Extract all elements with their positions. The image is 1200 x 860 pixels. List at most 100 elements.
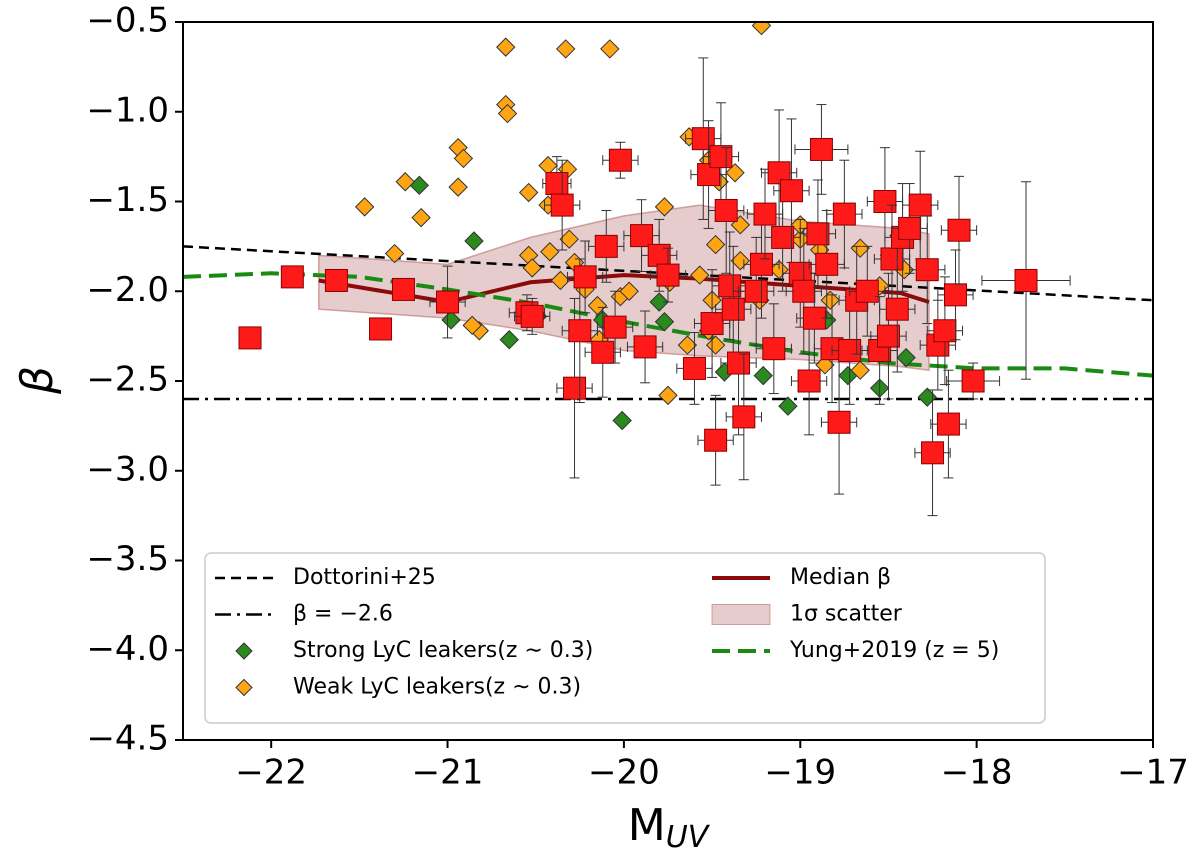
diamond-marker xyxy=(654,197,675,217)
square-marker xyxy=(880,247,904,271)
square-marker xyxy=(797,369,821,393)
diamond-marker xyxy=(769,260,789,280)
square-marker xyxy=(709,145,733,169)
square-marker xyxy=(704,428,728,452)
diamond-marker xyxy=(725,163,745,183)
square-marker xyxy=(832,202,856,226)
diamond-marker xyxy=(619,281,639,301)
y-tick-label: −4.0 xyxy=(86,629,169,669)
diamond-marker xyxy=(462,315,482,336)
square-marker xyxy=(436,290,460,314)
diamond-marker xyxy=(556,39,576,59)
legend-swatch xyxy=(235,678,253,697)
diamond-marker xyxy=(751,22,772,36)
diamond-marker xyxy=(654,312,675,332)
diamond-marker xyxy=(496,37,516,57)
legend-box xyxy=(204,552,1046,724)
diamond-marker xyxy=(384,243,405,264)
diamond-marker xyxy=(453,148,474,169)
diamond-marker xyxy=(411,207,431,228)
x-tick-label: −18 xyxy=(941,753,1013,793)
y-axis-label: β xyxy=(12,366,63,395)
x-axis-label-sub: UV xyxy=(666,820,711,855)
legend-label: β = −2.6 xyxy=(293,602,393,627)
diamond-marker xyxy=(395,172,415,192)
x-axis-label-main: M xyxy=(628,800,666,851)
x-tick-label: −17 xyxy=(1117,753,1189,793)
legend-label: Median β xyxy=(790,565,891,590)
x-tick-label: −22 xyxy=(235,753,307,793)
legend-swatch xyxy=(235,642,253,660)
square-marker xyxy=(961,369,985,393)
diamond-marker xyxy=(587,295,608,316)
diamond-marker xyxy=(658,385,678,406)
diamond-marker xyxy=(850,360,870,380)
square-marker xyxy=(873,190,897,213)
diamond-marker xyxy=(896,347,916,368)
diamond-marker xyxy=(690,265,710,285)
y-tick-label: −1.0 xyxy=(86,90,169,130)
diamond-marker xyxy=(753,365,773,386)
diamond-marker xyxy=(649,292,669,312)
square-marker xyxy=(718,274,742,298)
square-marker xyxy=(700,312,724,336)
square-marker xyxy=(391,277,415,301)
square-marker xyxy=(608,148,632,172)
legend-label: Weak LyC leakers(z ∼ 0.3) xyxy=(293,675,581,700)
diamond-marker xyxy=(354,197,375,217)
diamond-marker xyxy=(705,335,726,355)
square-marker xyxy=(563,376,587,400)
y-tick-label: −4.5 xyxy=(86,719,169,759)
diamond-marker xyxy=(677,335,698,355)
legend-label: Yung+2019 (z = 5) xyxy=(789,638,999,663)
square-marker xyxy=(915,258,939,282)
square-marker xyxy=(838,338,862,362)
diamond-marker xyxy=(540,242,560,262)
y-tick-label: −0.5 xyxy=(86,1,169,41)
square-marker xyxy=(238,326,262,350)
diamond-marker xyxy=(550,270,571,291)
square-marker xyxy=(520,304,544,328)
square-marker xyxy=(647,243,671,267)
square-marker xyxy=(806,222,830,246)
square-marker xyxy=(568,319,592,343)
legend: Dottorini+25 β = −2.6 Strong LyC leakers(z… xyxy=(204,552,1046,724)
legend-swatch xyxy=(711,604,771,625)
diamond-marker xyxy=(522,258,542,278)
square-marker xyxy=(809,137,833,161)
diamond-marker xyxy=(499,330,519,350)
square-marker xyxy=(633,335,657,359)
square-marker xyxy=(603,315,627,339)
diamond-marker xyxy=(409,175,430,196)
square-marker xyxy=(762,337,786,361)
square-marker xyxy=(771,225,795,249)
diamond-marker xyxy=(778,396,798,416)
square-marker xyxy=(682,356,706,380)
square-marker xyxy=(933,319,957,343)
diamond-marker xyxy=(559,229,579,249)
square-marker xyxy=(749,252,773,276)
square-marker xyxy=(594,234,618,258)
square-marker xyxy=(947,218,971,242)
y-tick-label: −3.0 xyxy=(86,449,169,489)
square-marker xyxy=(908,193,932,217)
diamond-marker xyxy=(815,355,835,375)
square-marker xyxy=(1014,268,1038,292)
square-marker xyxy=(573,265,597,289)
diamond-marker xyxy=(464,231,484,251)
square-marker xyxy=(721,297,745,321)
square-marker xyxy=(727,351,751,375)
square-marker xyxy=(545,172,569,196)
square-marker xyxy=(550,193,574,217)
square-marker xyxy=(753,202,777,226)
plot-area xyxy=(183,22,1153,517)
square-marker xyxy=(369,317,393,341)
diamond-marker xyxy=(600,39,620,59)
square-marker xyxy=(827,410,851,434)
diamond-marker xyxy=(850,238,870,258)
diamond-marker xyxy=(705,234,726,255)
diamond-marker xyxy=(441,310,461,330)
square-marker xyxy=(855,279,879,303)
diamond-marker xyxy=(518,182,539,203)
